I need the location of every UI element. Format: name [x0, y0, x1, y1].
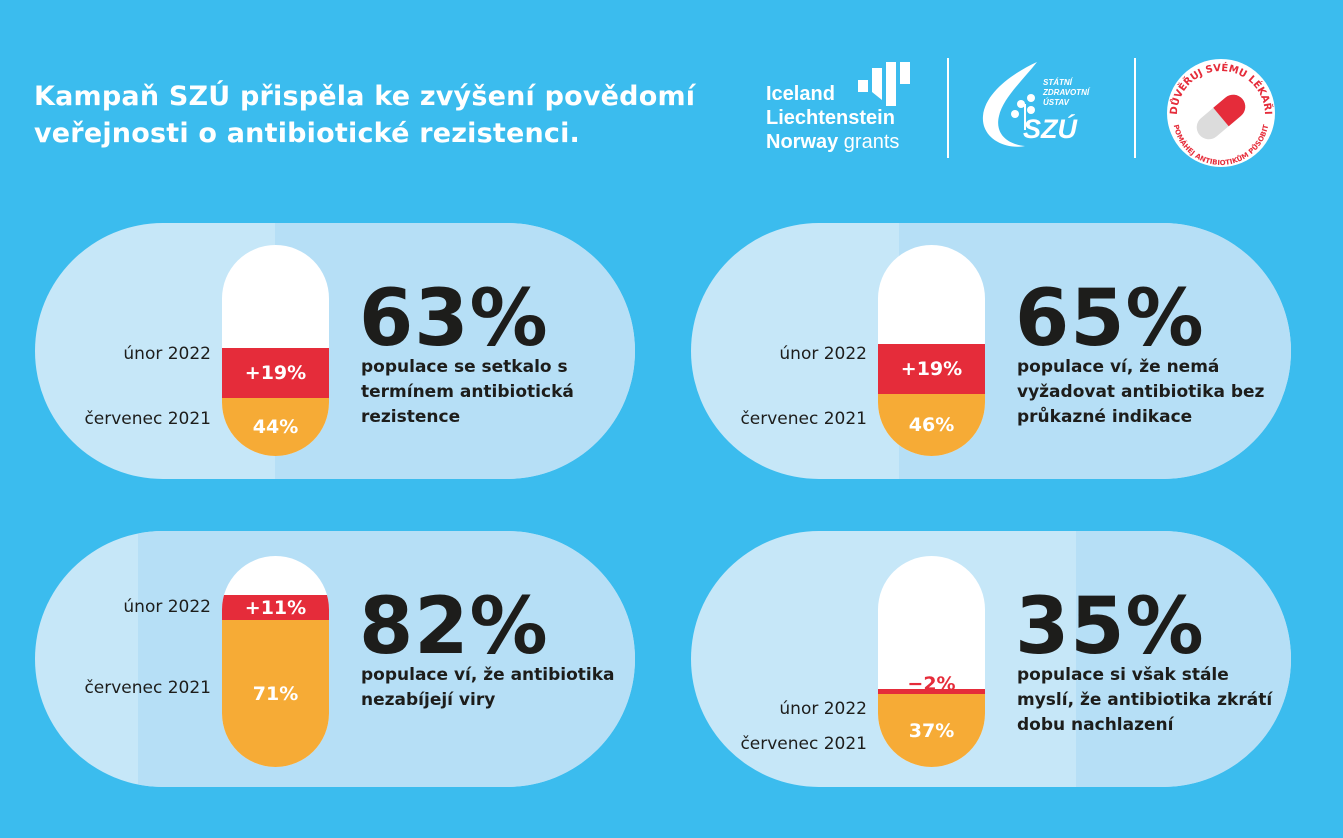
base-segment: 44% [222, 398, 329, 456]
norway-grants-mark-icon [858, 62, 910, 106]
logo-text-liechtenstein: Liechtenstein [766, 107, 895, 129]
increase-value: +19% [244, 362, 307, 384]
szu-logo: STÁTNÍ ZDRAVOTNÍ ÚSTAV SZÚ [975, 58, 1115, 158]
increase-value: +19% [900, 358, 963, 380]
capsule-chart-1: +19% 44% [222, 245, 329, 456]
base-segment: 71% [222, 620, 329, 767]
stat-description: populace ví, že nemá vyžadovat antibioti… [1017, 357, 1265, 427]
pill-icon [1196, 94, 1246, 140]
stat-card-1: +19% 44% únor 2022 červenec 2021 63% pop… [35, 223, 635, 479]
szu-name: SZÚ [1023, 114, 1077, 144]
szu-swoosh-icon [982, 62, 1037, 147]
label-jul-2021: červenec 2021 [84, 409, 211, 429]
total-percent: 65% [1015, 274, 1205, 364]
base-value: 46% [908, 414, 955, 436]
increase-segment: +11% [222, 595, 329, 620]
page-headline: Kampaň SZÚ přispěla ke zvýšení povědomí … [34, 81, 696, 149]
card-bg-right [138, 531, 635, 787]
decrease-line [878, 689, 985, 694]
logo-text-norway-grants: Norway grants [766, 131, 900, 153]
stat-card-2: +19% 46% únor 2022 červenec 2021 65% pop… [691, 223, 1291, 479]
card-bg-right [275, 223, 635, 479]
stat-card-4: 37% −2% únor 2022 červenec 2021 35% popu… [691, 531, 1291, 787]
decrease-value: −2% [907, 673, 956, 695]
base-value: 37% [908, 719, 955, 742]
base-value: 71% [252, 682, 299, 705]
logo-divider [1134, 58, 1136, 158]
stat-description: populace ví, že antibiotika nezabíjejí v… [361, 665, 615, 710]
increase-segment: +19% [222, 348, 329, 398]
label-feb-2022: únor 2022 [779, 344, 867, 364]
label-feb-2022: únor 2022 [123, 344, 211, 364]
logo-divider [947, 58, 949, 158]
campaign-badge-logo: DŮVĚŘUJ SVÉMU LÉKAŘI POMÁHEJ ANTIBIOTIKŮ… [1167, 59, 1275, 167]
total-percent: 63% [359, 274, 549, 364]
increase-segment: +19% [878, 344, 985, 394]
label-jul-2021: červenec 2021 [740, 409, 867, 429]
total-percent: 35% [1015, 582, 1205, 672]
stat-description: populace si však stále myslí, že antibio… [1017, 665, 1273, 735]
label-jul-2021: červenec 2021 [740, 734, 867, 754]
szu-small-text: STÁTNÍ ZDRAVOTNÍ ÚSTAV [1043, 78, 1090, 107]
base-value: 44% [252, 416, 299, 438]
increase-value: +11% [244, 596, 307, 619]
stat-card-3: +11% 71% únor 2022 červenec 2021 82% pop… [35, 531, 635, 787]
base-segment: 37% [878, 694, 985, 767]
capsule-chart-4: 37% [878, 556, 985, 767]
base-segment: 46% [878, 394, 985, 456]
stat-description: populace se setkalo s termínem antibioti… [361, 357, 574, 427]
norway-grants-logo: Iceland Liechtenstein Norway grants [766, 62, 926, 162]
total-percent: 82% [359, 582, 549, 672]
capsule-chart-2: +19% 46% [878, 245, 985, 456]
capsule-chart-3: +11% 71% [222, 556, 329, 767]
logo-text-iceland: Iceland [766, 83, 835, 105]
label-jul-2021: červenec 2021 [84, 678, 211, 698]
card-bg-right [1076, 531, 1291, 787]
label-feb-2022: únor 2022 [123, 597, 211, 617]
label-feb-2022: únor 2022 [779, 699, 867, 719]
